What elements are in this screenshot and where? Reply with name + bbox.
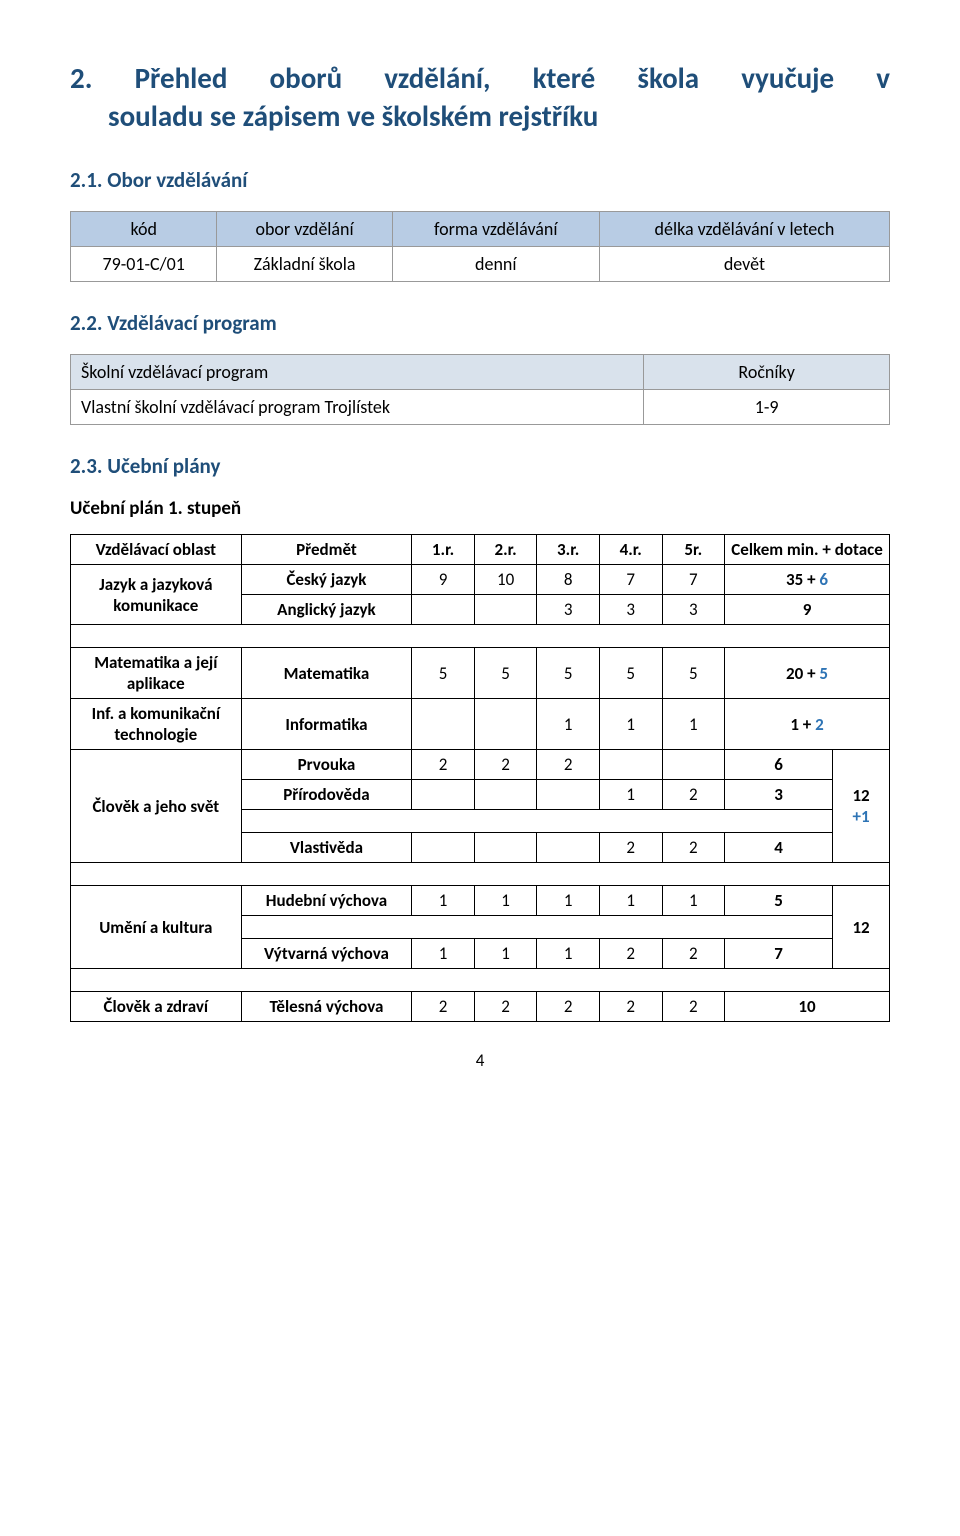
th-4r: 4.r. [599,535,662,565]
table-row: Inf. a komunikační technologie Informati… [71,699,890,750]
area-cell: Jazyk a jazyková komunikace [71,565,242,625]
th-form: forma vzdělávání [392,212,599,247]
table-header-row: Školní vzdělávací program Ročníky [71,355,890,390]
cell-field: Základní škola [217,247,392,282]
table-row: Člověk a jeho svět Prvouka 2 2 2 6 12+1 [71,750,890,780]
cell-code: 79-01-C/01 [71,247,217,282]
total-cell: 1 + 2 [725,699,890,750]
subsection-2-3: 2.3. Učební plány [70,453,890,479]
cell-length: devět [599,247,889,282]
table-row: Umění a kultura Hudební výchova 1 1 1 1 … [71,886,890,916]
cell-form: denní [392,247,599,282]
th-grades: Ročníky [644,355,890,390]
th-code: kód [71,212,217,247]
curriculum-table: Vzdělávací oblast Předmět 1.r. 2.r. 3.r.… [70,534,890,1022]
area-cell: Člověk a jeho svět [71,750,242,863]
subject-cell: Výtvarná výchova [241,939,412,969]
table-row: Matematika a její aplikace Matematika 5 … [71,648,890,699]
field-of-study-table: kód obor vzdělání forma vzdělávání délka… [70,211,890,282]
heading-line1: 2. Přehled oborů vzdělání, které škola v… [70,60,890,96]
th-subject: Předmět [241,535,412,565]
subsection-2-1: 2.1. Obor vzdělávání [70,167,890,193]
program-table: Školní vzdělávací program Ročníky Vlastn… [70,354,890,425]
total-cell: 7 [725,939,833,969]
total-cell: 20 + 5 [725,648,890,699]
plan-label: Učební plán 1. stupeň [70,497,890,520]
area-cell: Člověk a zdraví [71,992,242,1022]
cell-program: Vlastní školní vzdělávací program Trojlí… [71,390,644,425]
subject-cell: Matematika [241,648,412,699]
spacer [71,969,890,992]
subject-cell: Český jazyk [241,565,412,595]
th-field: obor vzdělání [217,212,392,247]
th-program: Školní vzdělávací program [71,355,644,390]
side-total-cell: 12 [833,886,890,969]
area-cell: Matematika a její aplikace [71,648,242,699]
th-area: Vzdělávací oblast [71,535,242,565]
heading-line2: souladu se zápisem ve školském rejstříku [70,98,890,136]
table-header-row: kód obor vzdělání forma vzdělávání délka… [71,212,890,247]
table-row: Vlastní školní vzdělávací program Trojlí… [71,390,890,425]
th-3r: 3.r. [537,535,600,565]
subject-cell: Anglický jazyk [241,595,412,625]
subject-cell: Vlastivěda [241,833,412,863]
subsection-2-2: 2.2. Vzdělávací program [70,310,890,336]
th-total: Celkem min. + dotace [725,535,890,565]
total-cell: 4 [725,833,833,863]
total-cell: 9 [725,595,890,625]
total-cell: 6 [725,750,833,780]
total-cell: 10 [725,992,890,1022]
total-cell: 35 + 6 [725,565,890,595]
section-heading: 2. Přehled oborů vzdělání, které škola v… [70,60,890,135]
th-5r: 5r. [662,535,725,565]
total-cell: 3 [725,780,833,810]
table-row: 79-01-C/01 Základní škola denní devět [71,247,890,282]
total-cell: 5 [725,886,833,916]
table-row: Jazyk a jazyková komunikace Český jazyk … [71,565,890,595]
area-cell: Inf. a komunikační technologie [71,699,242,750]
th-2r: 2.r. [474,535,537,565]
th-1r: 1.r. [412,535,475,565]
side-total-cell: 12+1 [833,750,890,863]
th-length: délka vzdělávání v letech [599,212,889,247]
page-number: 4 [70,1050,890,1071]
subject-cell: Tělesná výchova [241,992,412,1022]
table-row: Člověk a zdraví Tělesná výchova 2 2 2 2 … [71,992,890,1022]
spacer [71,863,890,886]
cell-grades: 1-9 [644,390,890,425]
curric-header-row: Vzdělávací oblast Předmět 1.r. 2.r. 3.r.… [71,535,890,565]
subject-cell: Prvouka [241,750,412,780]
area-cell: Umění a kultura [71,886,242,969]
subject-cell: Přírodověda [241,780,412,810]
subject-cell: Informatika [241,699,412,750]
subject-cell: Hudební výchova [241,886,412,916]
